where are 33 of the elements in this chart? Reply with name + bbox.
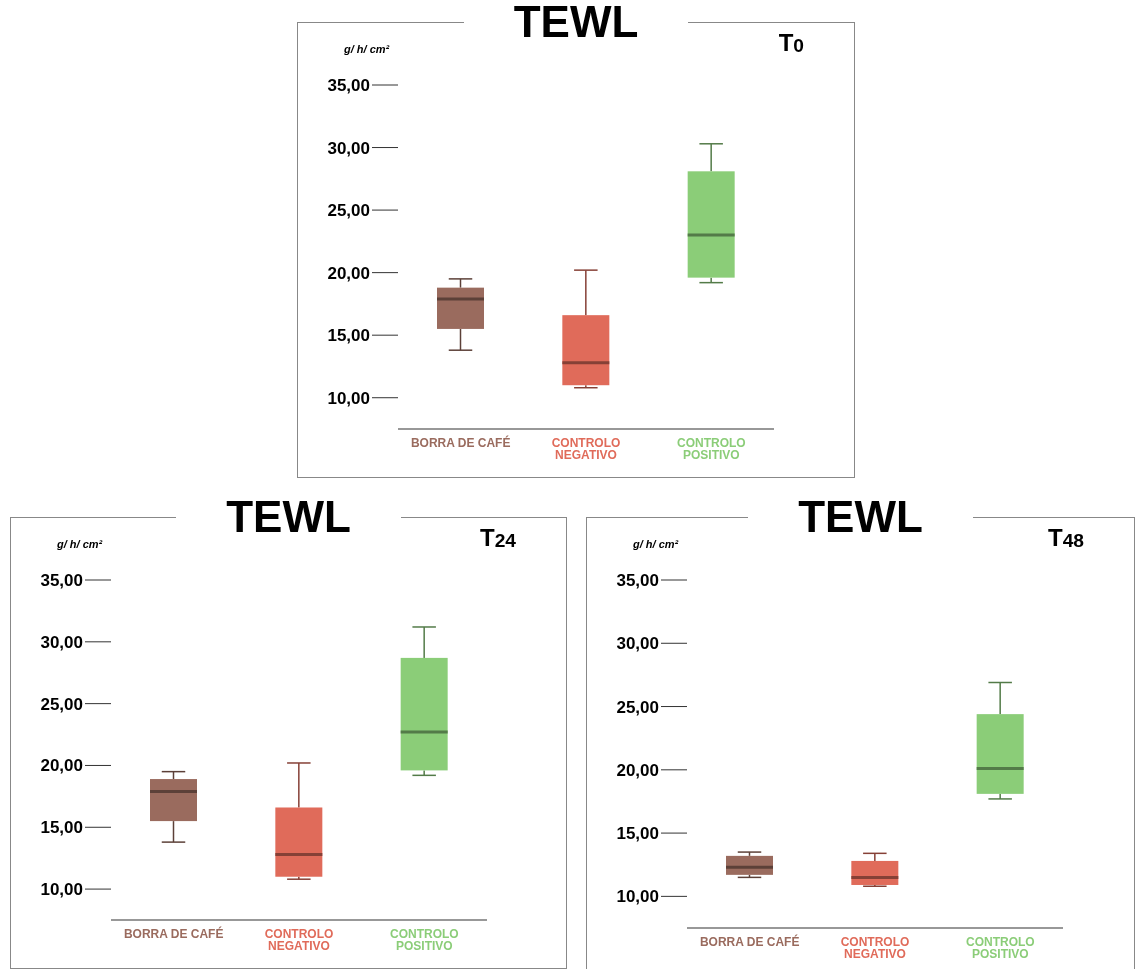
y-tick-label: 25,00	[616, 697, 659, 717]
y-tick-label: 10,00	[327, 388, 370, 408]
x-tick-label: CONTROLO POSITIVO	[966, 935, 1035, 961]
y-tick-label: 30,00	[40, 632, 83, 652]
y-tick-label: 10,00	[616, 887, 659, 907]
y-tick-label: 25,00	[40, 694, 83, 714]
y-tick-label: 20,00	[327, 263, 370, 283]
chart-title: TEWL	[463, 0, 689, 46]
y-tick-label: 35,00	[616, 571, 659, 591]
y-tick-label: 25,00	[327, 201, 370, 221]
x-tick-label: CONTROLO POSITIVO	[390, 927, 459, 953]
y-tick-label: 20,00	[40, 756, 83, 776]
y-tick-label: 30,00	[616, 634, 659, 654]
chart-title: TEWL	[748, 492, 973, 541]
x-tick-label: CONTROLO NEGATIVO	[840, 935, 910, 961]
y-axis-title: g/ h/ cm²	[57, 538, 103, 550]
chart-title: TEWL	[176, 492, 401, 541]
y-tick-label: 15,00	[616, 824, 659, 844]
x-tick-label: BORRA DE CAFÉ	[123, 926, 224, 941]
x-tick-label: BORRA DE CAFÉ	[699, 934, 800, 949]
y-tick-label: 15,00	[327, 326, 370, 346]
y-tick-label: 35,00	[40, 571, 83, 591]
y-axis-title: g/ h/ cm²	[633, 538, 679, 550]
x-tick-label: CONTROLO POSITIVO	[677, 436, 746, 462]
y-axis-title: g/ h/ cm²	[344, 43, 390, 55]
y-tick-label: 35,00	[327, 76, 370, 96]
y-tick-label: 10,00	[40, 880, 83, 900]
y-tick-label: 15,00	[40, 818, 83, 838]
y-tick-label: 30,00	[327, 138, 370, 158]
x-tick-label: BORRA DE CAFÉ	[410, 435, 511, 450]
x-tick-label: CONTROLO NEGATIVO	[551, 436, 621, 462]
y-tick-label: 20,00	[616, 760, 659, 780]
x-tick-label: CONTROLO NEGATIVO	[264, 927, 334, 953]
